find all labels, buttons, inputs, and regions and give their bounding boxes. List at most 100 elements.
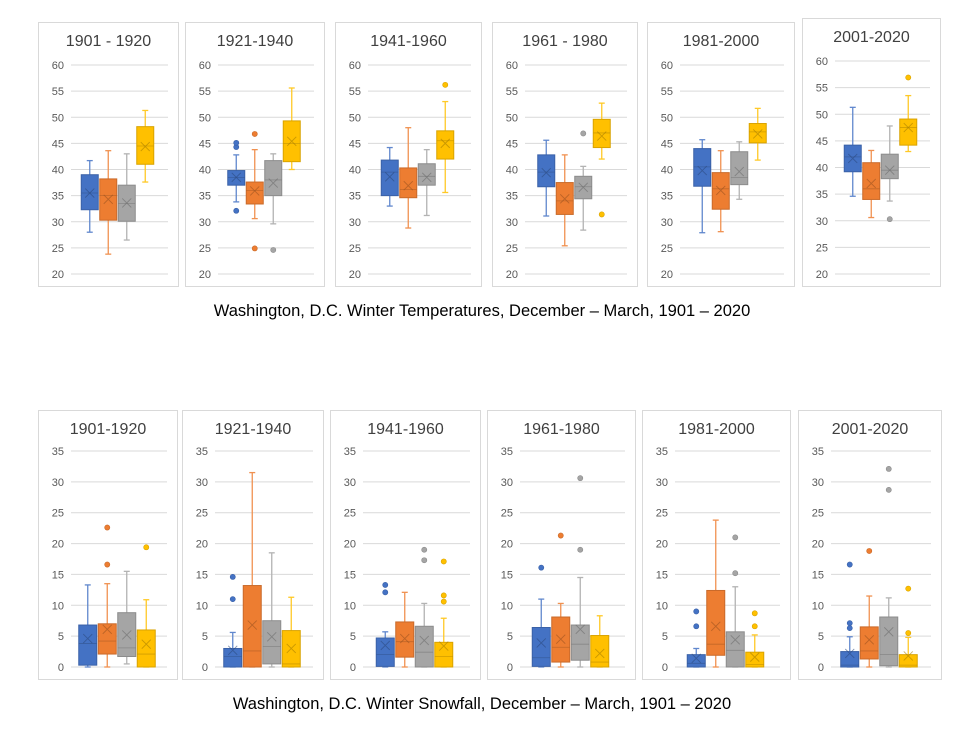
y-tick-label: 40 [199, 165, 211, 177]
iqr-box [242, 585, 262, 668]
box-plot: 20 25 30 35 40 45 50 55 60 [349, 60, 471, 281]
iqr-box [693, 148, 712, 187]
yellow-box [590, 615, 610, 668]
y-tick-label: 35 [52, 191, 64, 203]
outlier-point [251, 245, 258, 252]
y-tick-label: 0 [662, 662, 668, 674]
y-tick-label: 35 [656, 446, 668, 458]
outlier-point [886, 216, 893, 223]
mean-marker [121, 630, 132, 640]
orange-box [399, 127, 418, 229]
temperature-caption: Washington, D.C. Winter Temperatures, De… [213, 302, 751, 320]
y-tick-label: 20 [196, 539, 208, 551]
mean-marker [578, 182, 589, 193]
iqr-box [434, 641, 454, 668]
yellow-box [899, 74, 918, 153]
orange-box [245, 131, 264, 252]
panel-title: 1901-1920 [69, 421, 147, 438]
y-tick-label: 55 [52, 86, 64, 98]
outlier-point [732, 570, 739, 577]
mean-marker [419, 635, 430, 646]
y-tick-label: 10 [812, 600, 824, 612]
y-tick-label: 45 [349, 138, 361, 150]
y-tick-label: 45 [506, 138, 518, 150]
y-tick-label: 30 [52, 477, 64, 489]
iqr-box [414, 625, 434, 668]
gray-box [262, 552, 282, 668]
yellow-box [436, 81, 455, 194]
y-tick-label: 25 [52, 508, 64, 520]
y-tick-label: 5 [507, 631, 513, 643]
blue-box [840, 561, 860, 668]
mean-marker [141, 639, 152, 649]
mean-marker [866, 178, 877, 189]
iqr-box [417, 163, 436, 186]
outlier-point [732, 534, 739, 541]
iqr-box [264, 160, 283, 197]
outlier-point [382, 589, 389, 596]
blue-box [227, 139, 246, 214]
box-plot: 0 5 10 15 20 25 30 35 [196, 446, 313, 674]
mean-marker [752, 129, 763, 139]
mean-marker [286, 136, 297, 147]
blue-box [693, 139, 712, 234]
orange-box [99, 150, 118, 255]
mean-marker [440, 138, 451, 149]
gray-box [879, 465, 899, 668]
outlier-point [270, 247, 277, 253]
y-tick-label: 20 [199, 269, 211, 281]
blue-box [375, 582, 395, 668]
panel-title: 1961-1980 [523, 421, 600, 438]
y-tick-label: 15 [656, 569, 668, 581]
mean-marker [121, 198, 132, 208]
iqr-box [97, 623, 117, 655]
y-tick-label: 40 [349, 165, 361, 177]
y-tick-label: 30 [349, 217, 361, 229]
y-tick-label: 20 [506, 269, 518, 281]
y-tick-label: 30 [199, 217, 211, 229]
y-tick-label: 40 [506, 165, 518, 177]
outlier-point [440, 558, 447, 565]
blue-box [843, 106, 862, 197]
y-tick-label: 60 [52, 60, 64, 72]
orange-box [862, 149, 881, 219]
iqr-box [748, 123, 767, 144]
temperature-panel: 1981-2000 20 25 30 35 40 45 50 55 60 [647, 22, 795, 287]
iqr-box [898, 654, 918, 668]
outlier-point [104, 561, 111, 568]
mean-marker [231, 172, 242, 183]
blue-box [223, 573, 243, 668]
yellow-box [282, 87, 301, 171]
orange-box [555, 154, 574, 247]
y-tick-label: 35 [199, 191, 211, 203]
y-tick-label: 20 [52, 539, 64, 551]
mean-marker [102, 624, 113, 635]
y-tick-label: 25 [812, 508, 824, 520]
outlier-point [229, 596, 236, 603]
y-tick-label: 25 [199, 243, 211, 255]
outlier-point [229, 573, 236, 580]
iqr-box [745, 651, 765, 668]
y-tick-label: 15 [501, 569, 513, 581]
iqr-box [80, 174, 99, 211]
mean-marker [734, 166, 745, 177]
y-tick-label: 25 [52, 243, 64, 255]
mean-marker [82, 633, 93, 644]
blue-box [80, 159, 99, 233]
iqr-box [223, 647, 243, 668]
y-tick-label: 25 [661, 243, 673, 255]
outlier-point [693, 608, 700, 615]
outlier-point [442, 81, 449, 88]
snowfall-panel: 1961-1980 0 5 10 15 20 25 30 35 [487, 410, 636, 680]
blue-box [686, 608, 706, 668]
outlier-point [846, 625, 853, 632]
mean-marker [715, 185, 726, 196]
mean-marker [697, 165, 708, 176]
mean-marker [438, 641, 449, 651]
mean-marker [847, 153, 858, 164]
orange-box [711, 150, 730, 233]
gray-box [730, 141, 749, 200]
box-plot: 20 25 30 35 40 45 50 55 60 [199, 60, 314, 281]
yellow-box [748, 107, 767, 161]
y-tick-label: 20 [349, 269, 361, 281]
